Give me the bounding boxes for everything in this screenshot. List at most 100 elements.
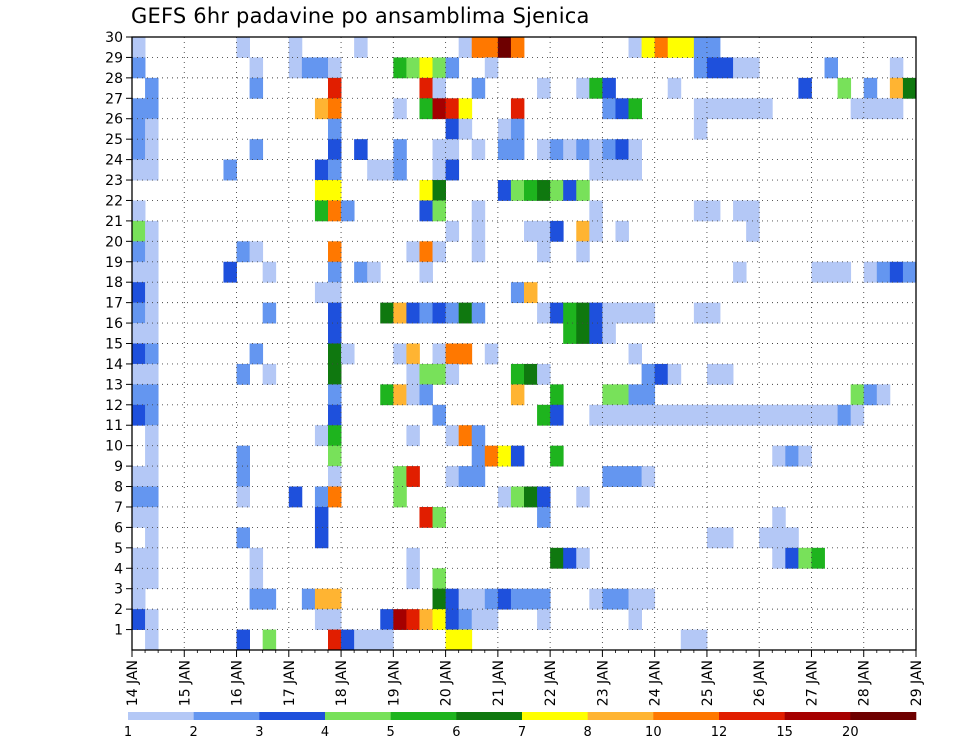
- heatmap-cell: [524, 180, 538, 201]
- y-tick-label: 23: [105, 173, 123, 189]
- heatmap-cell: [693, 200, 708, 222]
- heatmap-cell: [145, 486, 159, 508]
- heatmap-cell: [537, 77, 551, 99]
- heatmap-cell: [432, 302, 446, 324]
- x-tick-label: 27 JAN: [804, 660, 820, 706]
- heatmap-cell: [628, 404, 642, 426]
- heatmap-cell: [380, 159, 394, 181]
- heatmap-cell: [314, 159, 329, 181]
- heatmap-cell: [328, 282, 342, 304]
- heatmap-cell: [550, 404, 564, 426]
- heatmap-cell: [654, 363, 669, 385]
- y-tick-label: 1: [114, 623, 123, 639]
- heatmap-cell: [759, 527, 773, 549]
- heatmap-cell: [406, 466, 420, 487]
- heatmap-cell: [132, 261, 146, 283]
- heatmap-cell: [432, 241, 446, 263]
- heatmap-cell: [615, 159, 629, 181]
- heatmap-cell: [328, 159, 342, 181]
- heatmap-cell: [314, 57, 329, 79]
- heatmap-cell: [785, 547, 799, 569]
- heatmap-cell: [393, 609, 407, 630]
- heatmap-cell: [550, 139, 564, 160]
- heatmap-cell: [328, 323, 342, 344]
- heatmap-cell: [328, 588, 342, 610]
- x-tick-label: 17 JAN: [282, 660, 298, 706]
- heatmap-cell: [445, 609, 460, 630]
- heatmap-cell: [628, 302, 642, 324]
- heatmap-cell: [145, 343, 159, 365]
- heatmap-cell: [419, 180, 433, 201]
- y-tick-label: 7: [114, 500, 123, 516]
- heatmap-cell: [145, 220, 159, 242]
- heatmap-cell: [432, 200, 446, 222]
- heatmap-cell: [458, 466, 473, 487]
- heatmap-cell: [432, 343, 446, 365]
- legend-label: 4: [321, 725, 329, 740]
- heatmap-cell: [484, 445, 499, 467]
- heatmap-cell: [406, 302, 420, 324]
- heatmap-cell: [249, 57, 264, 79]
- heatmap-cell: [406, 241, 420, 263]
- heatmap-cell: [798, 404, 812, 426]
- legend-label: 12: [711, 725, 728, 740]
- heatmap-cell: [602, 404, 616, 426]
- heatmap-cell: [484, 343, 499, 365]
- heatmap-cell: [445, 629, 460, 651]
- legend-swatch: [456, 712, 523, 720]
- heatmap-cell: [145, 323, 159, 344]
- heatmap-cell: [733, 200, 747, 222]
- heatmap-cell: [733, 404, 747, 426]
- heatmap-cell: [314, 506, 329, 528]
- heatmap-cell: [393, 57, 407, 79]
- heatmap-cell: [406, 609, 420, 630]
- y-tick-label: 8: [114, 480, 123, 496]
- heatmap-cell: [458, 343, 473, 365]
- y-tick-label: 28: [105, 71, 123, 87]
- heatmap-cell: [641, 404, 656, 426]
- x-tick-label: 20 JAN: [439, 660, 455, 706]
- heatmap-cell: [132, 588, 146, 610]
- heatmap-cell: [419, 261, 433, 283]
- heatmap-cell: [863, 261, 878, 283]
- heatmap-cell: [563, 180, 577, 201]
- heatmap-cell: [458, 609, 473, 630]
- heatmap-cell: [889, 77, 904, 99]
- legend-label: 6: [452, 725, 460, 740]
- heatmap-cell: [132, 282, 146, 304]
- heatmap-cell: [328, 343, 342, 365]
- heatmap-cell: [262, 363, 277, 385]
- heatmap-cell: [667, 363, 682, 385]
- heatmap-cell: [328, 57, 342, 79]
- heatmap-cell: [458, 98, 473, 120]
- heatmap-cell: [720, 527, 734, 549]
- heatmap-cell: [314, 527, 329, 549]
- heatmap-cell: [354, 261, 368, 283]
- heatmap-cell: [876, 98, 891, 120]
- x-tick-label: 18 JAN: [334, 660, 350, 706]
- heatmap-cell: [471, 241, 486, 263]
- y-tick-label: 25: [105, 132, 123, 148]
- heatmap-cell: [706, 37, 721, 58]
- heatmap-cell: [785, 527, 799, 549]
- heatmap-cell: [406, 343, 420, 365]
- heatmap-cell: [837, 404, 852, 426]
- heatmap-cell: [328, 363, 342, 385]
- heatmap-cell: [419, 384, 433, 406]
- heatmap-cell: [432, 139, 446, 160]
- heatmap-cell: [132, 302, 146, 324]
- heatmap-cell: [406, 363, 420, 385]
- heatmap-cell: [445, 220, 460, 242]
- heatmap-cell: [432, 180, 446, 201]
- heatmap-cell: [524, 282, 538, 304]
- heatmap-cell: [628, 343, 642, 365]
- heatmap-cell: [445, 588, 460, 610]
- heatmap-cell: [484, 37, 499, 58]
- heatmap-cell: [641, 466, 656, 487]
- heatmap-cell: [145, 425, 159, 447]
- legend-label: 20: [842, 725, 859, 740]
- heatmap-cell: [576, 180, 590, 201]
- heatmap-cell: [393, 486, 407, 508]
- heatmap-cell: [615, 139, 629, 160]
- x-tick-label: 26 JAN: [752, 660, 768, 706]
